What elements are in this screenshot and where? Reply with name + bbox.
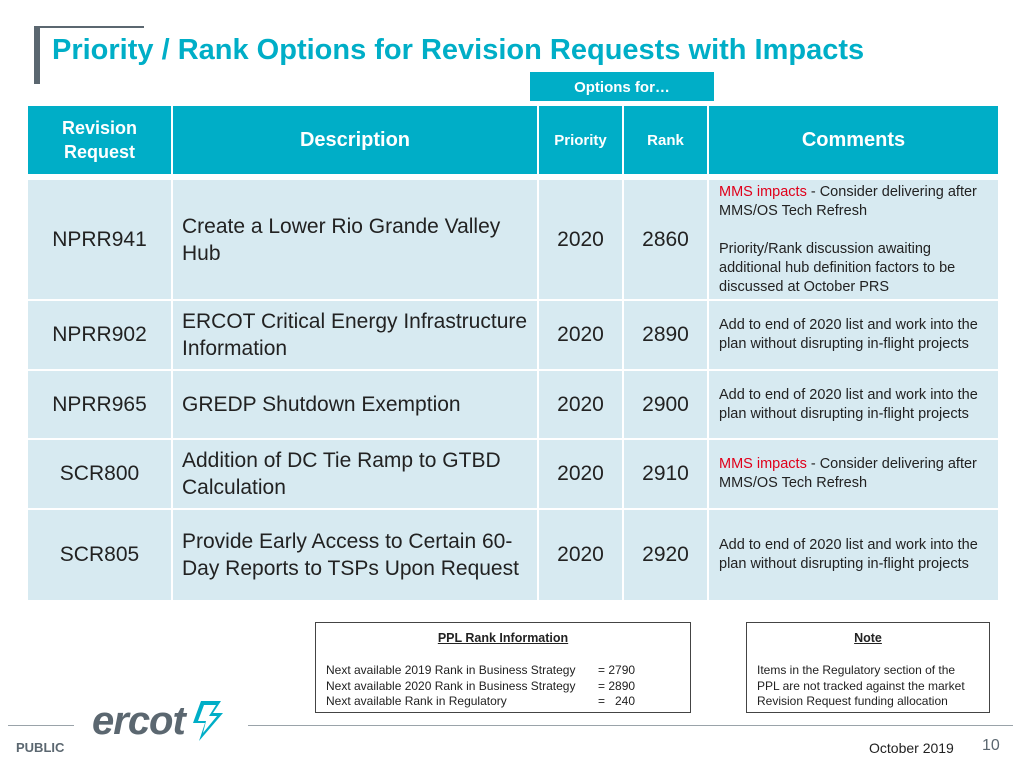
table-row: NPRR902 ERCOT Critical Energy Infrastruc… <box>26 299 1000 371</box>
revision-request-id: NPRR902 <box>26 299 173 371</box>
ppl-rank-line: Next available 2020 Rank in Business Str… <box>326 679 635 695</box>
revision-requests-table: Revision Request Description Priority Ra… <box>26 104 1000 602</box>
options-for-header: Options for… <box>530 72 714 104</box>
comment-cell: MMS impacts - Consider delivering after … <box>707 438 1000 510</box>
rank-value: 2860 <box>622 178 709 301</box>
rank-value: 2920 <box>622 508 709 602</box>
column-header-rank: Rank <box>622 104 709 176</box>
comment-cell: MMS impacts - Consider delivering after … <box>707 178 1000 301</box>
ercot-lightning-icon <box>192 701 223 741</box>
column-header-comments: Comments <box>707 104 1000 176</box>
rank-value: 2890 <box>622 299 709 371</box>
revision-description: Provide Early Access to Certain 60-Day R… <box>171 508 539 602</box>
column-header-revision-request: Revision Request <box>26 104 173 176</box>
ppl-rank-lines: Next available 2019 Rank in Business Str… <box>326 663 635 710</box>
comment-text: Add to end of 2020 list and work into th… <box>707 508 1000 602</box>
revision-description: ERCOT Critical Energy Infrastructure Inf… <box>171 299 539 371</box>
ppl-rank-info-heading: PPL Rank Information <box>437 631 569 645</box>
footer-divider-right <box>248 725 1013 726</box>
comment-text: Add to end of 2020 list and work into th… <box>707 369 1000 440</box>
table-row: SCR805 Provide Early Access to Certain 6… <box>26 508 1000 602</box>
column-header-description: Description <box>171 104 539 176</box>
revision-description: GREDP Shutdown Exemption <box>171 369 539 440</box>
table-row: SCR800 Addition of DC Tie Ramp to GTBD C… <box>26 438 1000 510</box>
column-header-priority: Priority <box>537 104 624 176</box>
ppl-rank-label: Next available 2019 Rank in Business Str… <box>326 663 576 677</box>
comment-text: Add to end of 2020 list and work into th… <box>707 299 1000 371</box>
ppl-rank-label: Next available 2020 Rank in Business Str… <box>326 678 576 693</box>
ppl-rank-info-box: PPL Rank Information Next available 2019… <box>315 622 691 713</box>
table-row: NPRR941 Create a Lower Rio Grande Valley… <box>26 178 1000 301</box>
note-heading: Note <box>854 631 882 645</box>
ppl-rank-label: Next available Rank in Regulatory <box>326 694 507 708</box>
column-header-revision-line1: Revision <box>61 118 138 138</box>
comment-text: - Consider delivering after MMS/OS Tech … <box>719 183 977 219</box>
page-title: Priority / Rank Options for Revision Req… <box>52 34 865 66</box>
comment-extra-text: Priority/Rank discussion awaiting additi… <box>719 240 956 295</box>
priority-value: 2020 <box>537 369 624 440</box>
note-line: Items in the Regulatory section of the <box>757 663 956 677</box>
note-line: PPL are not tracked against the market <box>757 678 965 693</box>
title-accent-bar <box>34 26 40 84</box>
rank-value: 2900 <box>622 369 709 440</box>
page-number: 10 <box>982 737 1000 754</box>
column-header-revision-line2: Request <box>63 142 135 162</box>
comment-text: - Consider delivering after MMS/OS Tech … <box>719 456 977 491</box>
title-accent-line <box>34 26 144 28</box>
mms-impacts-highlight: MMS impacts <box>719 183 807 200</box>
revision-request-id: SCR800 <box>26 438 173 510</box>
ppl-rank-line: Next available Rank in Regulatory = 240 <box>326 694 635 710</box>
rank-value: 2910 <box>622 438 709 510</box>
note-lines: Items in the Regulatory section of the P… <box>757 663 965 710</box>
note-box: Note Items in the Regulatory section of … <box>746 622 990 713</box>
priority-value: 2020 <box>537 438 624 510</box>
revision-request-id: NPRR941 <box>26 178 173 301</box>
table-header-row: Revision Request Description Priority Ra… <box>26 104 1000 176</box>
mms-impacts-highlight: MMS impacts <box>719 456 807 472</box>
priority-value: 2020 <box>537 508 624 602</box>
footer-date: October 2019 <box>869 740 954 756</box>
classification-label: PUBLIC <box>16 740 65 755</box>
ppl-rank-value: = 240 <box>598 694 636 708</box>
ppl-rank-value: = 2790 <box>598 663 636 677</box>
table-row: NPRR965 GREDP Shutdown Exemption 2020 29… <box>26 369 1000 440</box>
revision-request-id: SCR805 <box>26 508 173 602</box>
note-line: Revision Request funding allocation <box>757 694 948 708</box>
revision-description: Addition of DC Tie Ramp to GTBD Calculat… <box>171 438 539 510</box>
ppl-rank-line: Next available 2019 Rank in Business Str… <box>326 663 635 679</box>
revision-request-id: NPRR965 <box>26 369 173 440</box>
footer-divider-left <box>8 725 74 726</box>
ppl-rank-value: = 2890 <box>598 678 636 693</box>
ercot-logo: ercot <box>92 697 227 745</box>
priority-value: 2020 <box>537 178 624 301</box>
priority-value: 2020 <box>537 299 624 371</box>
revision-description: Create a Lower Rio Grande Valley Hub <box>171 178 539 301</box>
logo-wordmark: ercot <box>92 698 186 743</box>
